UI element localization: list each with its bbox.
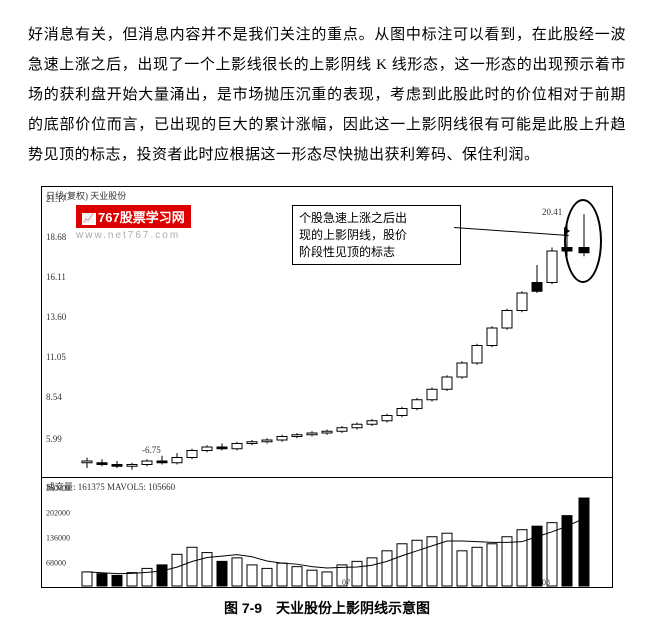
figure-caption: 图 7-9 天业股份上影阴线示意图 [28,598,626,618]
volume-svg: 07 08 [42,478,612,588]
volume-chart: 成交量: 161375 MAVOL5: 105660 2600002020001… [42,478,612,588]
chart-container: 日线(复权) 天业股份 📈767股票学习网 www.net767.com 21.… [41,186,613,588]
candlestick-svg [42,187,612,477]
figure: 日线(复权) 天业股份 📈767股票学习网 www.net767.com 21.… [28,186,626,618]
price-chart: 日线(复权) 天业股份 📈767股票学习网 www.net767.com 21.… [42,187,612,478]
body-paragraph: 好消息有关，但消息内容并不是我们关注的重点。从图中标注可以看到，在此股经一波急速… [28,20,626,170]
svg-text:08: 08 [542,578,550,587]
svg-text:07: 07 [342,578,350,587]
